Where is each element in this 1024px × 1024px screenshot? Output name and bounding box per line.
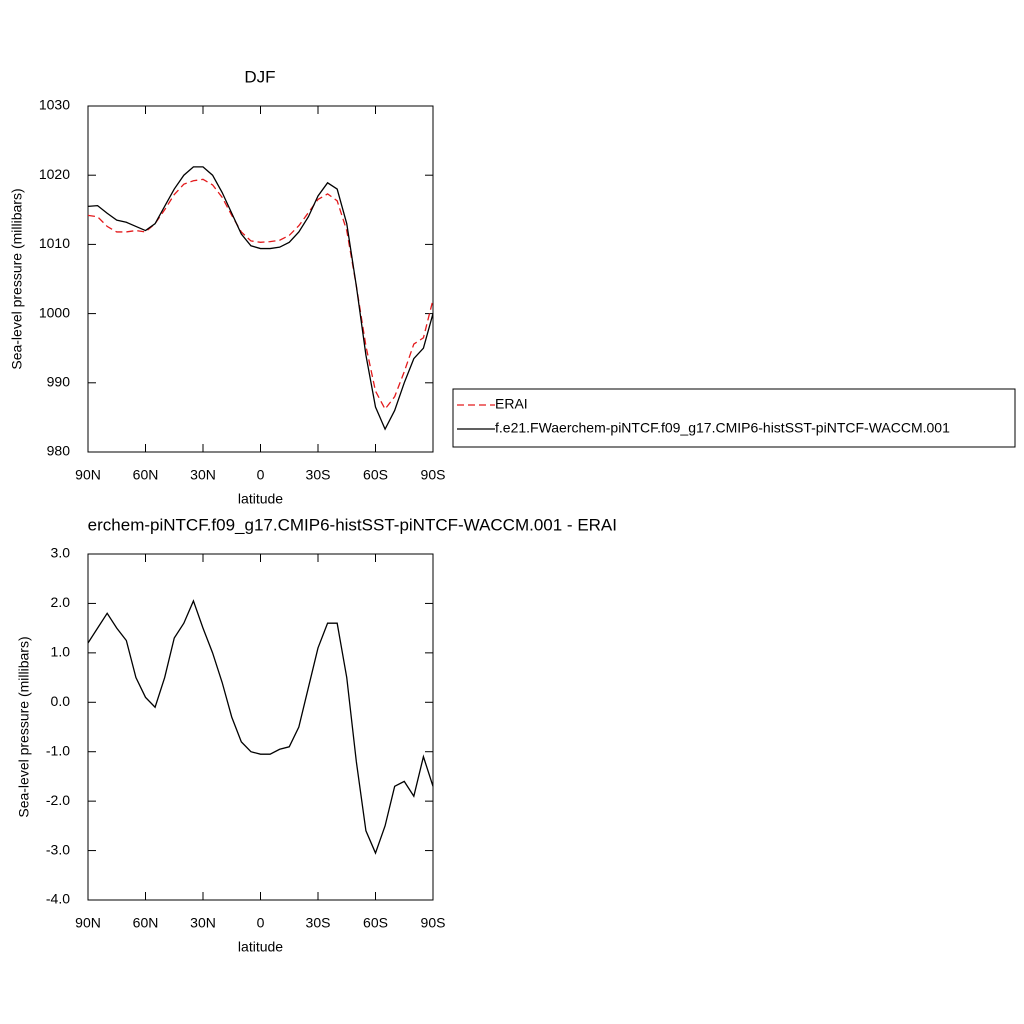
chart-title: erchem-piNTCF.f09_g17.CMIP6-histSST-piNT… [88, 515, 617, 534]
x-tick-label: 90S [421, 467, 446, 483]
y-tick-label: 990 [47, 374, 71, 390]
legend-label: f.e21.FWaerchem-piNTCF.f09_g17.CMIP6-his… [495, 420, 950, 436]
x-tick-label: 60N [133, 915, 159, 931]
y-tick-label: -1.0 [46, 742, 70, 758]
x-tick-label: 30N [190, 915, 216, 931]
x-tick-label: 30S [306, 915, 331, 931]
y-tick-label: -4.0 [46, 891, 70, 907]
x-tick-label: 30S [306, 467, 331, 483]
y-tick-label: 3.0 [51, 545, 71, 561]
y-tick-label: 1000 [39, 304, 70, 320]
x-tick-label: 30N [190, 467, 216, 483]
x-tick-label: 0 [257, 915, 265, 931]
y-axis-label: Sea-level pressure (millibars) [9, 188, 25, 369]
y-tick-label: 1030 [39, 97, 70, 113]
y-tick-label: 0.0 [51, 693, 71, 709]
series-line [87, 178, 434, 411]
plot-frame [87, 105, 434, 453]
x-tick-label: 60S [363, 467, 388, 483]
x-tick-label: 60N [133, 467, 159, 483]
series-line [87, 599, 434, 855]
x-tick-label: 0 [257, 467, 265, 483]
plot-frame [87, 553, 434, 901]
y-tick-label: -3.0 [46, 841, 70, 857]
x-tick-label: 60S [363, 915, 388, 931]
y-tick-label: 2.0 [51, 594, 71, 610]
x-axis-label: latitude [238, 491, 283, 507]
chart-title: DJF [244, 67, 275, 86]
x-tick-label: 90N [75, 467, 101, 483]
y-tick-label: 1.0 [51, 644, 71, 660]
legend-box [452, 388, 1016, 448]
y-tick-label: -2.0 [46, 792, 70, 808]
x-tick-label: 90N [75, 915, 101, 931]
y-tick-label: 980 [47, 443, 71, 459]
legend-label: ERAI [495, 396, 528, 412]
y-axis-label: Sea-level pressure (millibars) [16, 636, 32, 817]
series-line [87, 166, 434, 431]
x-axis-label: latitude [238, 939, 283, 955]
y-tick-label: 1020 [39, 166, 70, 182]
y-tick-label: 1010 [39, 235, 70, 251]
x-tick-label: 90S [421, 915, 446, 931]
